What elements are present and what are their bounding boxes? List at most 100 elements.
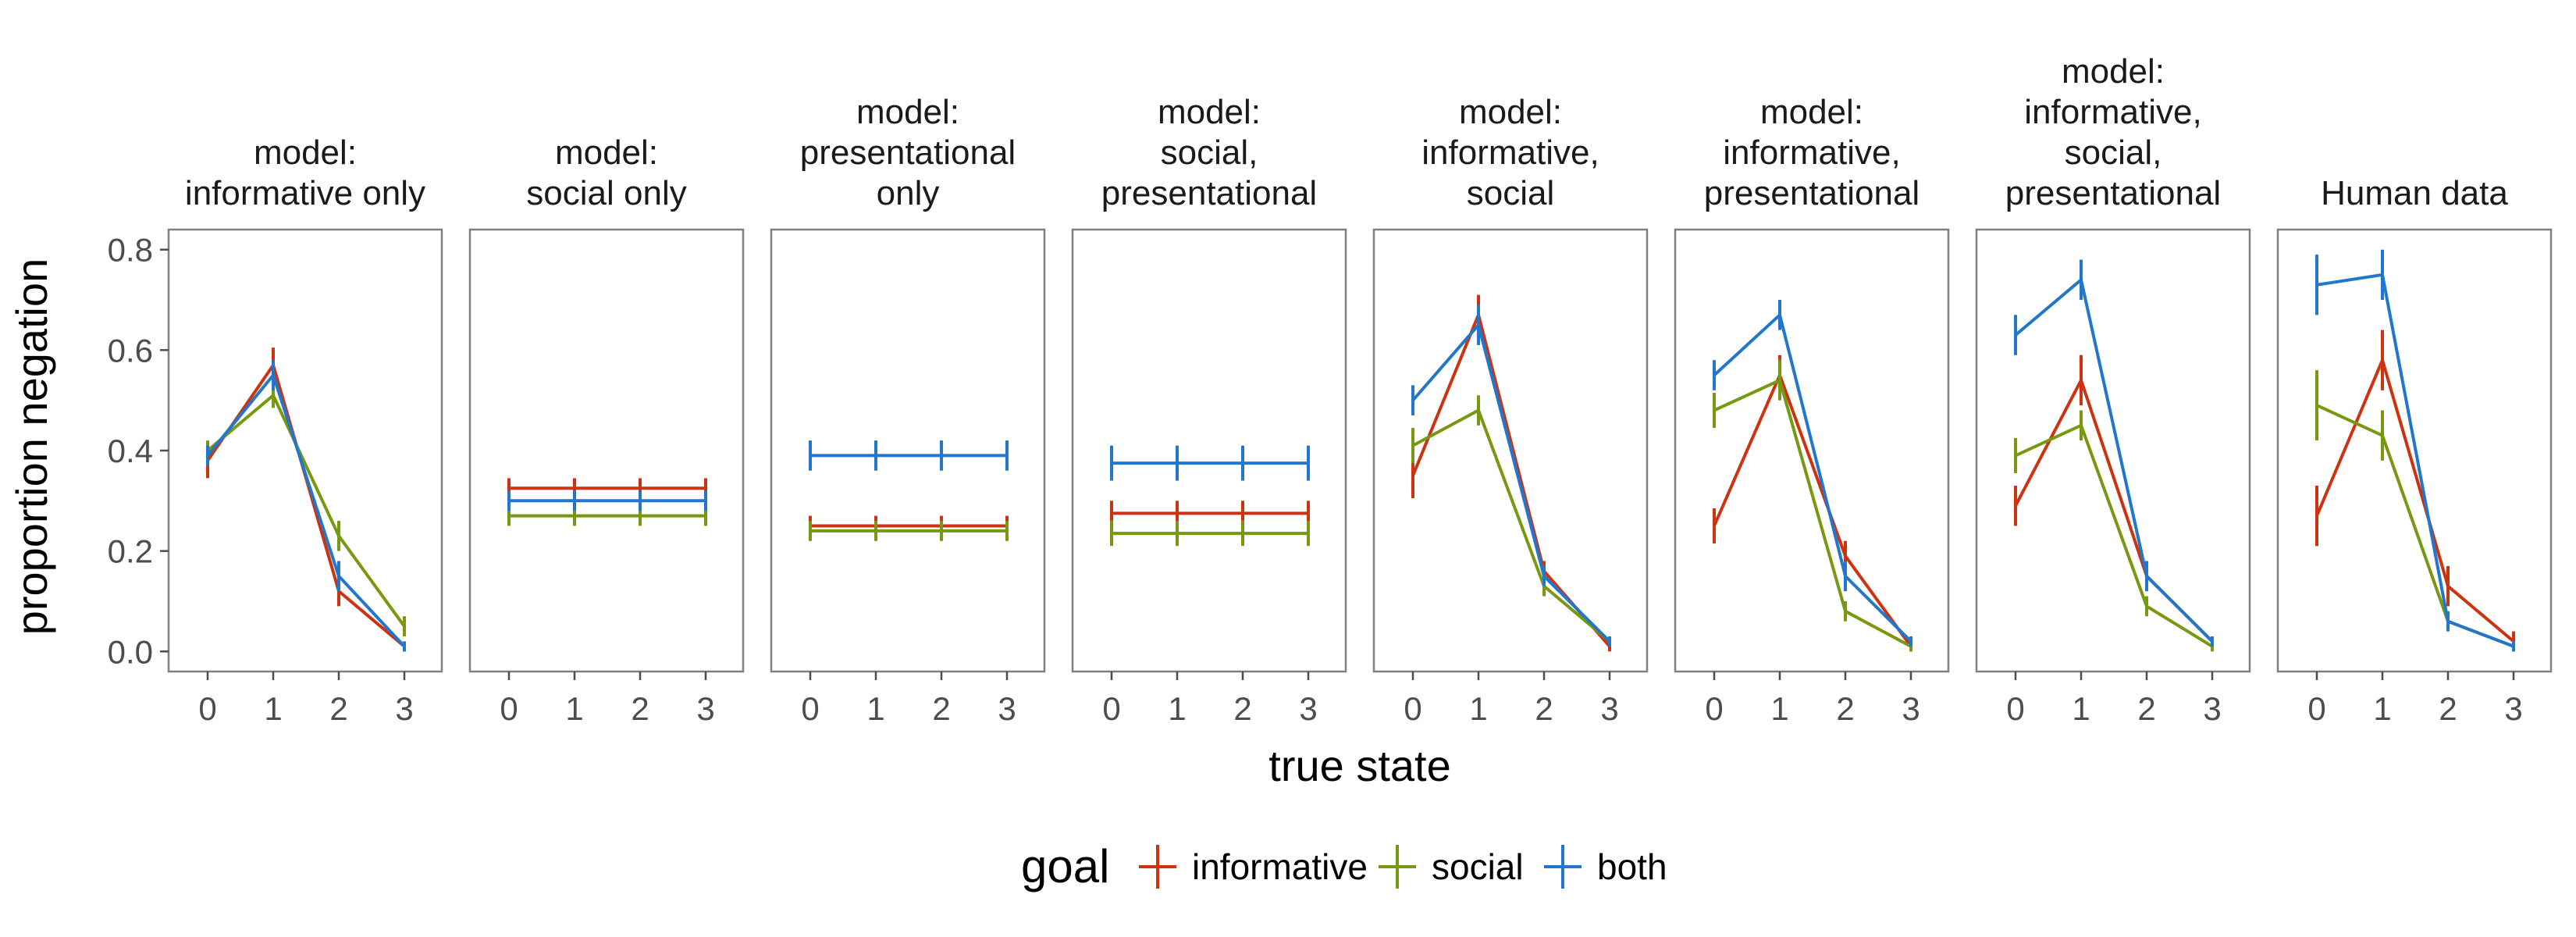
y-tick-label: 0.6 xyxy=(108,332,153,369)
y-axis: 0.0 0.2 0.4 0.6 0.8 xyxy=(108,232,169,670)
facet-strip-line: presentational xyxy=(1704,174,1920,212)
x-tick-label: 2 xyxy=(1836,690,1854,727)
facet-strip-line: social, xyxy=(1161,134,1258,172)
series-both xyxy=(1411,305,1611,647)
x-tick-label: 0 xyxy=(1102,690,1120,727)
series-line xyxy=(206,394,406,628)
facet-strip-line: model: xyxy=(856,93,959,131)
series-both xyxy=(809,440,1009,471)
facet-strip-line: model: xyxy=(555,134,658,172)
facet-strip-label: model: informative only xyxy=(185,134,425,212)
series-both xyxy=(206,360,406,652)
legend-item-informative: informative xyxy=(1139,845,1368,889)
series-line xyxy=(1412,408,1611,643)
y-axis-title: proportion negation xyxy=(7,258,56,636)
series-line xyxy=(1713,379,1912,648)
x-tick-label: 2 xyxy=(932,690,950,727)
series-line xyxy=(2014,278,2214,643)
y-tick-label: 0.2 xyxy=(108,533,153,570)
facet-strip-line: model: xyxy=(2062,52,2165,91)
legend-label: social xyxy=(1432,846,1524,887)
series-both xyxy=(507,490,707,511)
facet-strip-line: informative only xyxy=(185,174,425,212)
panel-frame xyxy=(1674,228,1950,673)
facet-strip-line: presentational xyxy=(1101,174,1317,212)
y-tick-label: 0.0 xyxy=(108,633,153,670)
series-social xyxy=(2014,410,2214,652)
x-tick-label: 2 xyxy=(2137,690,2155,727)
legend-item-both: both xyxy=(1544,845,1667,889)
facet-strip-label: model: informative, presentational xyxy=(1704,93,1920,212)
facet-strip-line: presentational xyxy=(2005,174,2221,212)
x-tick-label: 2 xyxy=(1233,690,1251,727)
facet-strip-label: model: informative, social xyxy=(1421,93,1599,212)
x-tick-label: 1 xyxy=(2373,690,2391,727)
x-tick-label: 0 xyxy=(198,690,216,727)
series-line xyxy=(2015,423,2214,648)
series-line xyxy=(2316,273,2514,648)
facet-strip-line: model: xyxy=(254,134,357,172)
x-tick-label: 1 xyxy=(1469,690,1487,727)
x-tick-label: 2 xyxy=(1535,690,1553,727)
panel-frame xyxy=(1071,228,1347,673)
x-tick-label: 1 xyxy=(264,690,282,727)
x-tick-label: 3 xyxy=(1299,690,1317,727)
x-tick-label: 2 xyxy=(631,690,649,727)
legend-title: goal xyxy=(1021,840,1109,892)
facet-strip-label: model: informative, social, presentational xyxy=(2005,52,2221,212)
series-social xyxy=(809,521,1009,541)
legend-entries: informative social both xyxy=(1139,845,1667,889)
series-informative xyxy=(2315,330,2515,652)
panel-frame xyxy=(770,228,1046,673)
facet-strip-label: model: social, presentational xyxy=(1101,93,1317,212)
series-both xyxy=(2315,249,2515,652)
x-tick-label: 0 xyxy=(1705,690,1723,727)
facet-panel: model: informative only 0 1 2 3 xyxy=(167,134,443,727)
x-tick-label: 1 xyxy=(1168,690,1186,727)
facet-strip-line: informative, xyxy=(2024,93,2201,131)
facet-strip-line: model: xyxy=(1459,93,1562,131)
series-both xyxy=(1713,300,1912,647)
facet-panel: model: informative, social 0 1 2 3 xyxy=(1372,93,1649,727)
series-both xyxy=(1110,445,1310,481)
legend-label: informative xyxy=(1192,846,1368,887)
legend-label: both xyxy=(1597,846,1667,887)
facet-panel: model: social, presentational 0 1 2 3 xyxy=(1071,93,1347,727)
facet-panel: model: informative, social, presentational 0… xyxy=(1975,52,2251,727)
series-line xyxy=(1713,373,1912,647)
facet-panel: Human data 0 1 2 3 xyxy=(2276,174,2553,727)
facet-strip-label: model: presentational only xyxy=(800,93,1016,212)
facet-panel: model: presentational only 0 1 2 3 xyxy=(770,93,1046,727)
x-tick-label: 3 xyxy=(1902,690,1920,727)
series-social xyxy=(1110,521,1310,547)
facet-strip-label: Human data xyxy=(2321,174,2508,212)
x-tick-label: 2 xyxy=(329,690,347,727)
series-line xyxy=(1411,323,1611,643)
panel-frame xyxy=(1975,228,2251,673)
x-tick-label: 1 xyxy=(866,690,884,727)
legend-item-social: social xyxy=(1379,845,1524,889)
facet-strip-line: informative, xyxy=(1421,134,1599,172)
series-line xyxy=(2315,358,2515,643)
facet-panel: model: informative, presentational 0 1 2 3 xyxy=(1674,93,1950,727)
x-tick-label: 3 xyxy=(696,690,714,727)
facet-strip-line: model: xyxy=(1158,93,1261,131)
y-tick-label: 0.8 xyxy=(108,232,153,269)
x-tick-label: 3 xyxy=(998,690,1016,727)
facet-strip-line: Human data xyxy=(2321,174,2508,212)
x-tick-label: 0 xyxy=(801,690,819,727)
x-tick-label: 3 xyxy=(395,690,413,727)
panel-frame xyxy=(468,228,745,673)
x-axis-title: true state xyxy=(1268,741,1450,790)
series-both xyxy=(2014,259,2214,647)
facet-strip-line: only xyxy=(877,174,940,212)
facet-strip-line: presentational xyxy=(800,134,1016,172)
x-tick-label: 0 xyxy=(500,690,518,727)
x-tick-label: 1 xyxy=(1770,690,1788,727)
facet-strip-line: social, xyxy=(2065,134,2162,172)
facet-strip-line: informative, xyxy=(1723,134,1900,172)
x-tick-label: 1 xyxy=(565,690,583,727)
legend: goal informative social both xyxy=(1021,840,1667,892)
